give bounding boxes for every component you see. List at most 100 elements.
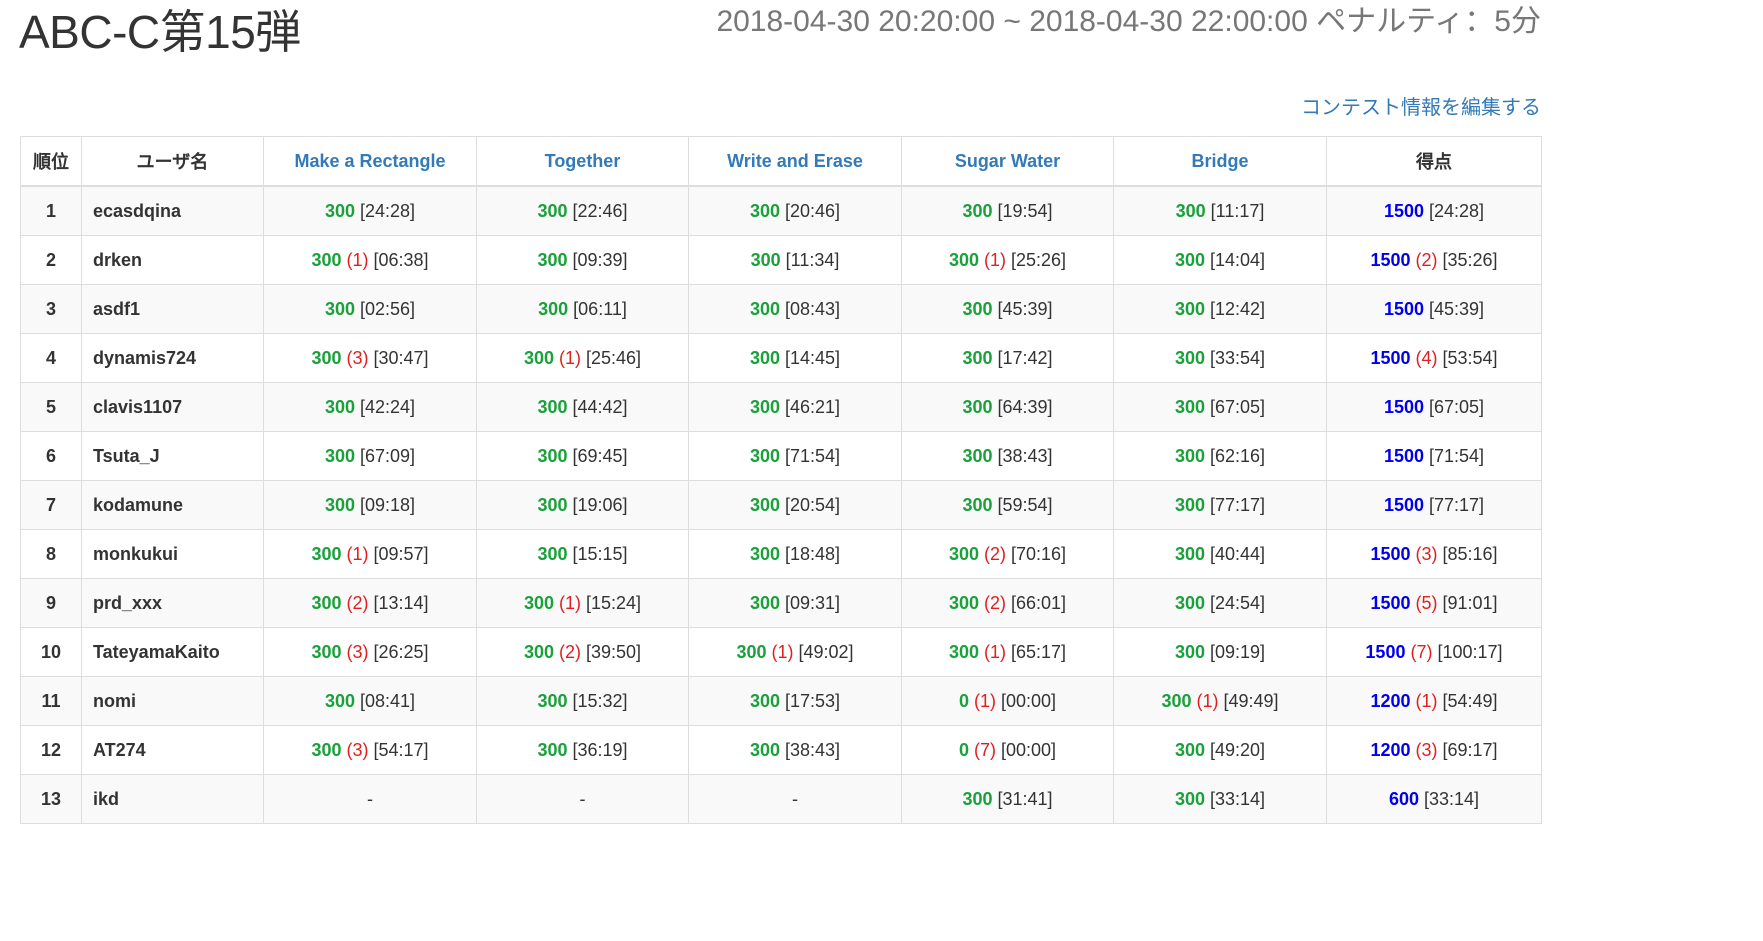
- total-score-cell: 1500 [71:54]: [1326, 431, 1542, 481]
- problem-result-cell: 300 [42:24]: [263, 382, 477, 432]
- problem-score: 300: [324, 445, 355, 466]
- problem-result-cell: -: [476, 774, 689, 824]
- problem-result-cell: 300 (1) [65:17]: [901, 627, 1114, 677]
- problem-link[interactable]: Bridge: [1191, 150, 1249, 171]
- rank-cell: 10: [20, 627, 82, 677]
- problem-result-cell: 300 [11:17]: [1113, 185, 1327, 236]
- total-score-cell: 1500 (5) [91:01]: [1326, 578, 1542, 628]
- total-score: 1200: [1370, 690, 1411, 711]
- rank-cell: 6: [20, 431, 82, 481]
- penalty-count: (2): [346, 592, 369, 613]
- problem-result-cell: 300 [24:54]: [1113, 578, 1327, 628]
- elapsed-time: [24:54]: [1210, 592, 1266, 613]
- problem-link[interactable]: Together: [544, 150, 621, 171]
- total-score: 1500: [1383, 298, 1424, 319]
- problem-result-cell: 300 [45:39]: [901, 284, 1114, 334]
- problem-result-cell: 300 (1) [06:38]: [263, 235, 477, 285]
- problem-result-cell: 300 (2) [13:14]: [263, 578, 477, 628]
- user-name-cell: monkukui: [81, 529, 264, 579]
- elapsed-time: [71:54]: [785, 445, 841, 466]
- elapsed-time: [15:32]: [572, 690, 628, 711]
- problem-score: 300: [537, 200, 568, 221]
- total-score-cell: 1500 [45:39]: [1326, 284, 1542, 334]
- problem-result-cell: 300 (3) [30:47]: [263, 333, 477, 383]
- elapsed-time: [33:14]: [1424, 788, 1480, 809]
- elapsed-time: [65:17]: [1011, 641, 1067, 662]
- total-score: 1500: [1370, 592, 1411, 613]
- problem-result-cell: 0 (7) [00:00]: [901, 725, 1114, 775]
- problem-result-cell: 300 [22:46]: [476, 185, 689, 236]
- problem-score: 300: [537, 396, 568, 417]
- problem-result-cell: 300 [02:56]: [263, 284, 477, 334]
- elapsed-time: [45:39]: [997, 298, 1053, 319]
- elapsed-time: [00:00]: [1001, 739, 1057, 760]
- problem-result-cell: 300 [17:53]: [688, 676, 902, 726]
- elapsed-time: [53:54]: [1442, 347, 1498, 368]
- elapsed-time: [49:20]: [1210, 739, 1266, 760]
- user-name-cell: ecasdqina: [81, 185, 264, 236]
- elapsed-time: [18:48]: [785, 543, 841, 564]
- user-name-cell: kodamune: [81, 480, 264, 530]
- table-row: 12 AT274 300 (3) [54:17] 300 [36:19] 300 [38…: [20, 725, 1542, 775]
- elapsed-time: [91:01]: [1442, 592, 1498, 613]
- problem-score: 300: [948, 249, 979, 270]
- elapsed-time: [06:11]: [573, 298, 627, 319]
- penalty-count: (1): [346, 249, 369, 270]
- total-score: 1500: [1370, 347, 1411, 368]
- problem-result-cell: 300 [67:05]: [1113, 382, 1327, 432]
- elapsed-time: [20:54]: [785, 494, 841, 515]
- problem-link[interactable]: Sugar Water: [954, 150, 1061, 171]
- problem-score: 300: [311, 347, 342, 368]
- problem-result-cell: 300 (1) [49:02]: [688, 627, 902, 677]
- user-name-cell: prd_xxx: [81, 578, 264, 628]
- problem-score: 300: [324, 200, 355, 221]
- problem-score: 300: [749, 494, 780, 515]
- problem-score: 300: [1174, 249, 1205, 270]
- problem-score: 300: [537, 739, 568, 760]
- problem-score: 300: [749, 739, 780, 760]
- problem-score: 300: [311, 641, 342, 662]
- elapsed-time: [02:56]: [360, 298, 416, 319]
- table-row: 3 asdf1 300 [02:56] 300 [06:11] 300 [08:43] 3…: [20, 284, 1542, 334]
- problem-result-cell: 300 [44:42]: [476, 382, 689, 432]
- elapsed-time: [40:44]: [1210, 543, 1266, 564]
- problem-score: 300: [948, 641, 979, 662]
- problem-result-cell: 300 [09:19]: [1113, 627, 1327, 677]
- problem-link[interactable]: Write and Erase: [727, 150, 863, 171]
- elapsed-time: [33:14]: [1210, 788, 1266, 809]
- elapsed-time: [69:45]: [572, 445, 628, 466]
- total-score-cell: 1500 [24:28]: [1326, 185, 1542, 236]
- problem-score: 300: [523, 592, 554, 613]
- edit-contest-link[interactable]: コンテスト情報を編集する: [1301, 97, 1541, 119]
- elapsed-time: [44:42]: [572, 396, 628, 417]
- table-row: 10 TateyamaKaito 300 (3) [26:25] 300 (2) [3…: [20, 627, 1542, 677]
- total-score-cell: 1200 (1) [54:49]: [1326, 676, 1542, 726]
- problem-result-cell: 300 [15:32]: [476, 676, 689, 726]
- elapsed-time: [09:57]: [373, 543, 429, 564]
- problem-link[interactable]: Make a Rectangle: [294, 150, 446, 171]
- contest-period: 2018-04-30 20:20:00 ~ 2018-04-30 22:00:0…: [716, 5, 1541, 38]
- total-score: 1500: [1370, 543, 1411, 564]
- problem-score: 300: [749, 445, 780, 466]
- elapsed-time: [25:46]: [586, 347, 642, 368]
- elapsed-time: [33:54]: [1210, 347, 1266, 368]
- penalty-count: (3): [346, 739, 369, 760]
- elapsed-time: [67:05]: [1429, 396, 1485, 417]
- elapsed-time: [09:18]: [360, 494, 416, 515]
- total-score: 1200: [1370, 739, 1411, 760]
- problem-result-cell: 300 [38:43]: [901, 431, 1114, 481]
- table-row: 6 Tsuta_J 300 [67:09] 300 [69:45] 300 [71:54…: [20, 431, 1542, 481]
- total-score-cell: 600 [33:14]: [1326, 774, 1542, 824]
- elapsed-time: [66:01]: [1011, 592, 1067, 613]
- rank-cell: 1: [20, 185, 82, 236]
- rank-cell: 8: [20, 529, 82, 579]
- problem-score: 300: [736, 641, 767, 662]
- problem-result-cell: 300 [20:46]: [688, 185, 902, 236]
- no-submission-mark: -: [579, 788, 586, 809]
- elapsed-time: [39:50]: [586, 641, 642, 662]
- problem-score: 300: [537, 690, 568, 711]
- problem-result-cell: 300 [11:34]: [688, 235, 902, 285]
- user-name-cell: nomi: [81, 676, 264, 726]
- problem-score: 300: [311, 739, 342, 760]
- elapsed-time: [26:25]: [373, 641, 429, 662]
